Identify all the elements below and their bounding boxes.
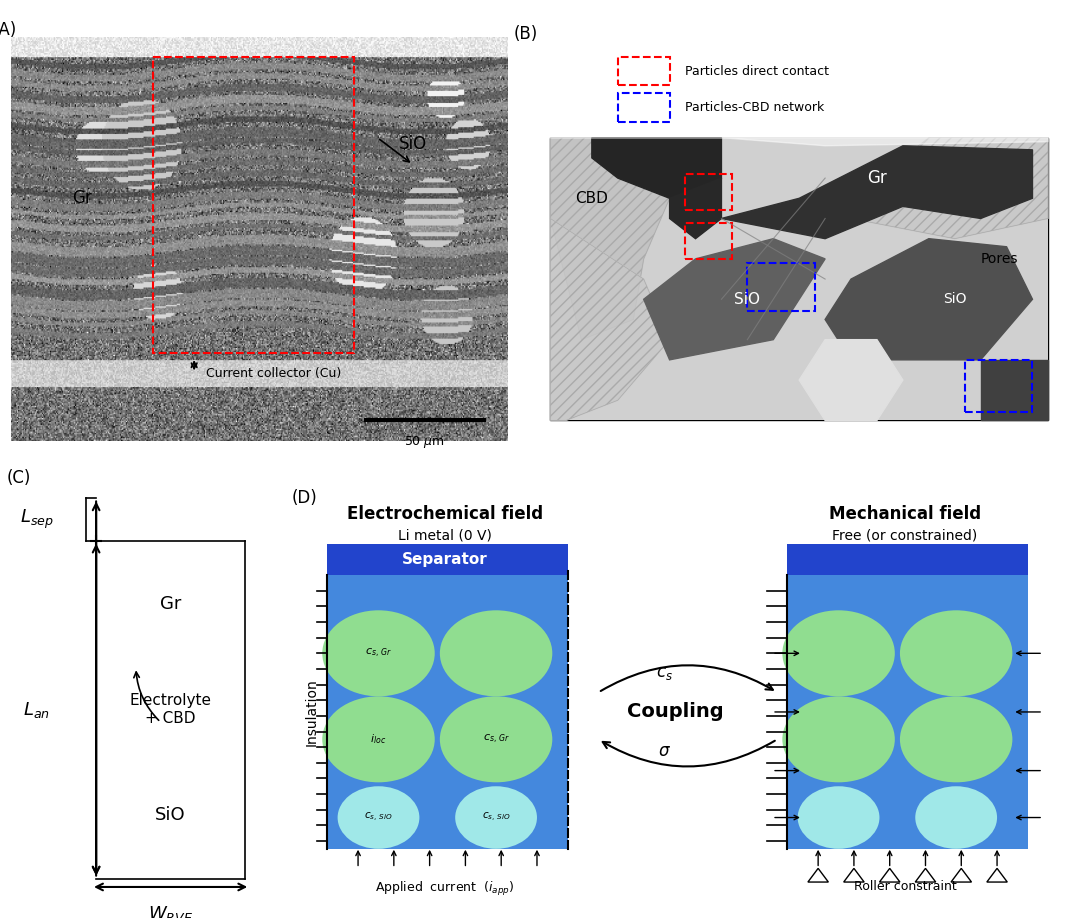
Text: Gr: Gr bbox=[72, 189, 92, 207]
Text: $c_{s,\,Gr}$: $c_{s,\,Gr}$ bbox=[483, 733, 510, 746]
Circle shape bbox=[798, 786, 879, 849]
Bar bbox=[551, 138, 1048, 420]
Bar bbox=[966, 360, 1032, 412]
Text: Current collector (Cu): Current collector (Cu) bbox=[206, 367, 341, 380]
Text: Li metal (0 V): Li metal (0 V) bbox=[399, 528, 491, 543]
Text: $W_{RVE}$: $W_{RVE}$ bbox=[148, 904, 193, 918]
Circle shape bbox=[900, 697, 1012, 782]
Text: Particles-CBD network: Particles-CBD network bbox=[685, 101, 824, 114]
Text: Gr: Gr bbox=[867, 169, 887, 187]
Text: Electrolyte
+ CBD: Electrolyte + CBD bbox=[130, 693, 212, 726]
Bar bbox=[551, 138, 1048, 420]
Text: CBD: CBD bbox=[576, 191, 608, 206]
Polygon shape bbox=[644, 239, 825, 360]
Text: Mechanical field: Mechanical field bbox=[829, 505, 981, 522]
Text: $L_{sep}$: $L_{sep}$ bbox=[19, 508, 53, 532]
Bar bbox=[618, 57, 670, 85]
Circle shape bbox=[440, 697, 552, 782]
Bar bbox=[787, 543, 1028, 575]
Text: $L_{an}$: $L_{an}$ bbox=[23, 700, 50, 720]
Bar bbox=[327, 543, 568, 575]
Text: Free (or constrained): Free (or constrained) bbox=[833, 528, 977, 543]
Circle shape bbox=[915, 786, 997, 849]
Text: 50 $\mu$m: 50 $\mu$m bbox=[404, 434, 445, 450]
Bar bbox=[787, 575, 1028, 849]
Polygon shape bbox=[799, 340, 903, 420]
Polygon shape bbox=[592, 138, 721, 198]
Text: Electrochemical field: Electrochemical field bbox=[347, 505, 543, 522]
Circle shape bbox=[455, 786, 537, 849]
Bar bbox=[685, 222, 732, 259]
Text: Gr: Gr bbox=[160, 595, 181, 613]
Bar bbox=[152, 57, 354, 353]
Text: Particles direct contact: Particles direct contact bbox=[685, 64, 829, 77]
Text: (A): (A) bbox=[0, 20, 17, 39]
Text: $c_{s,\,SiO}$: $c_{s,\,SiO}$ bbox=[364, 811, 393, 824]
Text: SiO: SiO bbox=[734, 292, 760, 307]
Polygon shape bbox=[825, 239, 1032, 360]
Polygon shape bbox=[551, 138, 1048, 146]
Circle shape bbox=[782, 610, 895, 697]
Circle shape bbox=[900, 610, 1012, 697]
Circle shape bbox=[322, 610, 435, 697]
Text: SiO: SiO bbox=[943, 292, 967, 307]
Polygon shape bbox=[551, 138, 670, 340]
Text: Applied  current  ($i_{app}$): Applied current ($i_{app}$) bbox=[375, 880, 515, 898]
Text: SiO: SiO bbox=[156, 806, 186, 824]
Text: Roller constraint: Roller constraint bbox=[853, 880, 957, 893]
Circle shape bbox=[782, 697, 895, 782]
Circle shape bbox=[322, 697, 435, 782]
Text: $c_{s,\,SiO}$: $c_{s,\,SiO}$ bbox=[482, 811, 511, 824]
Text: Separator: Separator bbox=[402, 552, 488, 567]
Text: Pores: Pores bbox=[981, 252, 1018, 266]
Polygon shape bbox=[851, 138, 1048, 239]
Text: $i_{loc}$: $i_{loc}$ bbox=[370, 733, 387, 746]
Polygon shape bbox=[551, 218, 670, 420]
Text: $\sigma$: $\sigma$ bbox=[659, 742, 672, 760]
Polygon shape bbox=[670, 178, 721, 239]
Text: (D): (D) bbox=[292, 489, 318, 507]
Bar bbox=[618, 94, 670, 121]
Text: (C): (C) bbox=[6, 469, 31, 487]
Circle shape bbox=[338, 786, 419, 849]
Text: $c_{s,\,Gr}$: $c_{s,\,Gr}$ bbox=[365, 647, 392, 660]
Text: Coupling: Coupling bbox=[626, 702, 724, 722]
Text: (B): (B) bbox=[514, 25, 538, 42]
Polygon shape bbox=[981, 360, 1048, 420]
Bar bbox=[685, 174, 732, 210]
Text: SiO: SiO bbox=[399, 136, 427, 153]
Text: $c_s$: $c_s$ bbox=[657, 664, 673, 682]
Polygon shape bbox=[721, 146, 1032, 239]
Circle shape bbox=[440, 610, 552, 697]
Bar bbox=[747, 263, 814, 311]
Bar bbox=[327, 575, 568, 849]
Text: Insulation: Insulation bbox=[305, 678, 319, 745]
